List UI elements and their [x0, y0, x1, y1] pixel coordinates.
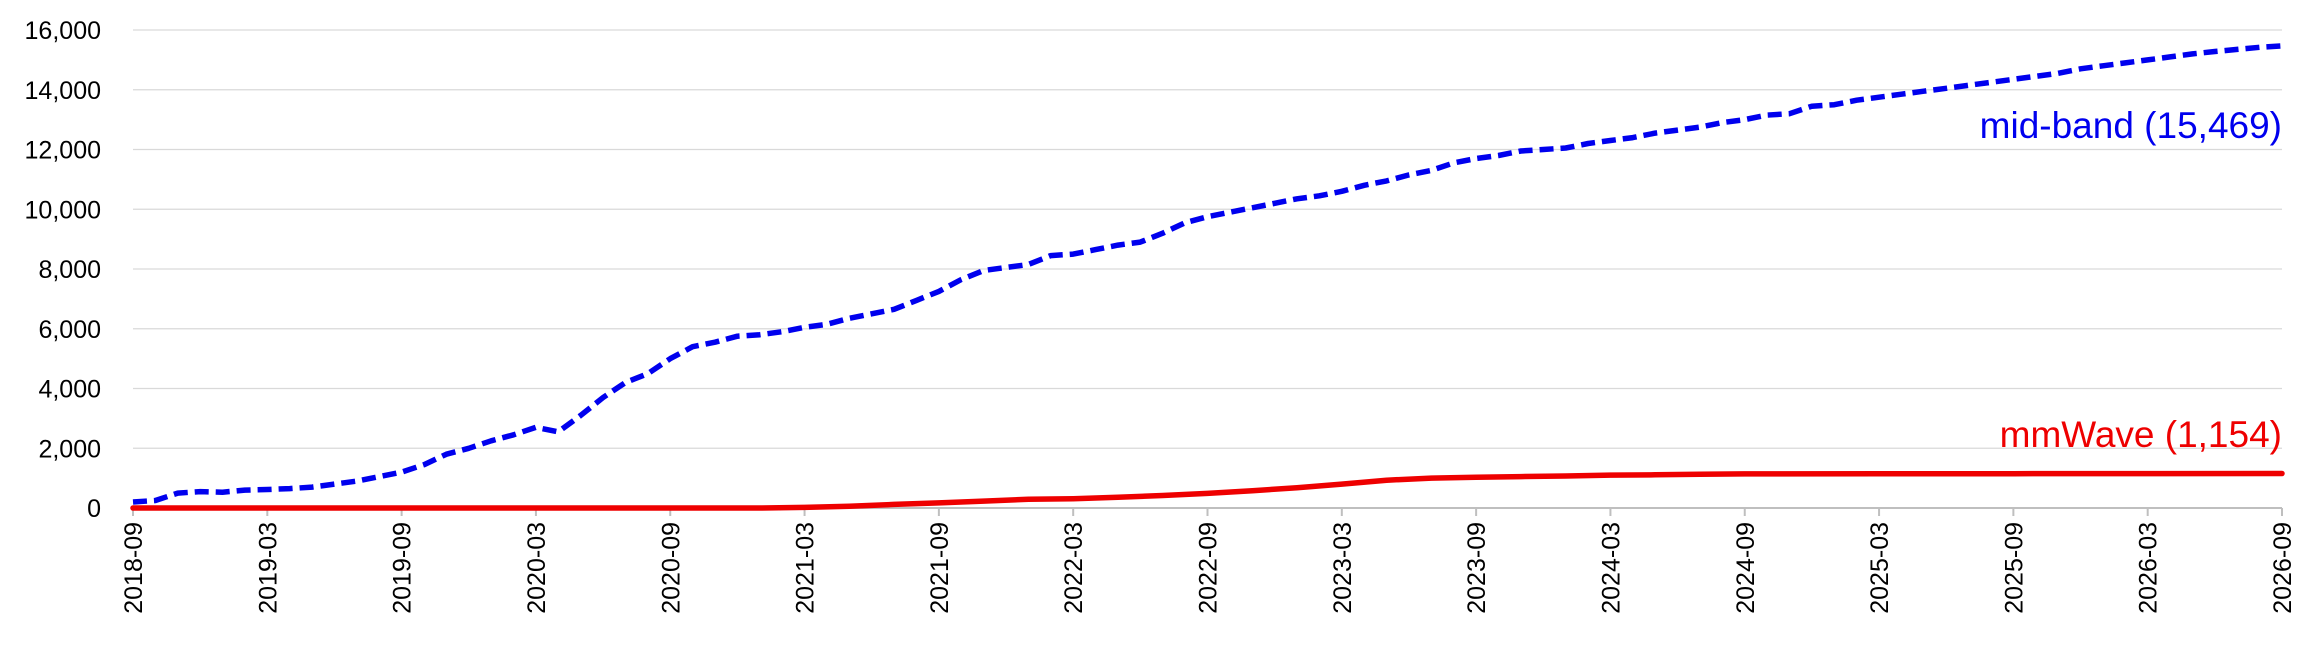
- x-tick-label: 2023-03: [1329, 522, 1357, 614]
- y-tick-label: 16,000: [25, 17, 101, 45]
- mid-band-line: [132, 43, 2283, 505]
- x-tick-label: 2022-09: [1195, 522, 1223, 614]
- y-tick-label: 12,000: [25, 137, 101, 165]
- x-tick-label: 2024-03: [1597, 522, 1625, 614]
- y-tick-label: 6,000: [38, 316, 101, 344]
- x-tick-label: 2022-03: [1060, 522, 1088, 614]
- y-tick-label: 2,000: [38, 435, 101, 463]
- mmwave-line: [130, 470, 2285, 511]
- mmwave-label: mmWave (1,154): [2000, 414, 2282, 455]
- y-axis-ticks: 0 2,000 4,000 6,000 8,000 10,000 12,000 14,000 1…: [25, 17, 101, 523]
- x-tick-label: 2024-09: [1732, 522, 1760, 614]
- x-tick-label: 2019-03: [254, 522, 282, 614]
- series-labels: mid-band (15,469) mmWave (1,154): [1980, 105, 2282, 455]
- x-tick-label: 2026-09: [2269, 522, 2297, 614]
- x-tick-label: 2026-03: [2135, 522, 2163, 614]
- x-axis-ticks: 2018-09 2019-03 2019-09 2020-03 2020-09 2021-…: [120, 508, 2297, 614]
- gridlines: [133, 29, 2282, 449]
- x-tick-label: 2020-09: [657, 522, 685, 614]
- y-tick-label: 8,000: [38, 256, 101, 284]
- y-tick-label: 0: [87, 495, 101, 523]
- x-tick-label: 2019-09: [389, 522, 417, 614]
- x-tick-label: 2025-09: [2000, 522, 2028, 614]
- x-tick-label: 2018-09: [120, 522, 148, 614]
- y-tick-label: 4,000: [38, 376, 101, 404]
- y-tick-label: 14,000: [25, 77, 101, 105]
- x-tick-label: 2021-09: [926, 522, 954, 614]
- x-tick-label: 2020-03: [523, 522, 551, 614]
- x-tick-label: 2025-03: [1866, 522, 1894, 614]
- x-tick-label: 2021-03: [792, 522, 820, 614]
- y-tick-label: 10,000: [25, 196, 101, 224]
- series-lines: [130, 43, 2285, 511]
- mid-band-label: mid-band (15,469): [1980, 105, 2282, 146]
- x-tick-label: 2023-09: [1463, 522, 1491, 614]
